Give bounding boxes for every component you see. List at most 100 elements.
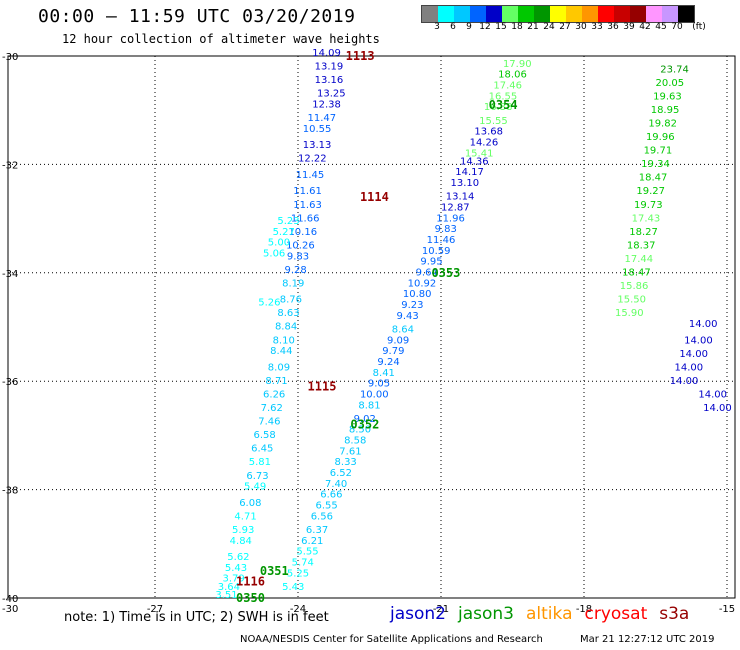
colorbar-label: 27 [559, 22, 571, 32]
jason3-value: 8.33 [335, 457, 357, 468]
jason3-value: 13.14 [446, 192, 475, 203]
cryosat-value: 4.84 [230, 536, 252, 547]
colorbar-swatch [582, 6, 598, 22]
cryosat-value: 6.73 [246, 471, 268, 482]
cryosat-value: 4.71 [234, 511, 256, 522]
jason3-value: 13.10 [451, 178, 480, 189]
x-tick-label: -24 [290, 604, 306, 615]
colorbar-label: 39 [623, 22, 635, 32]
jason3-value: 11.96 [436, 213, 465, 224]
colorbar-swatch [614, 6, 630, 22]
altika-value: 15.90 [615, 308, 644, 319]
colorbar-unit: (ft) [692, 22, 706, 32]
colorbar-label: 30 [575, 22, 587, 32]
legend-altika: altika [526, 604, 573, 624]
jason3-value: 6.21 [301, 536, 323, 547]
time-label: 1116 [236, 575, 265, 589]
x-tick-label: -27 [147, 604, 163, 615]
colorbar-swatch [518, 6, 534, 22]
cryosat-value: 9.83 [287, 251, 309, 262]
jason3-value: 10.00 [360, 389, 389, 400]
jason3-value: 5.74 [292, 557, 314, 568]
altika-value: 19.73 [634, 200, 663, 211]
colorbar-swatch [678, 6, 694, 22]
cryosat-value: 3.64 [218, 582, 240, 593]
colorbar-labels: 3 6 9 12 15 18 21 24 27 30 33 36 39 42 45 70 (ft) [421, 22, 740, 34]
time-label: 1115 [308, 380, 337, 394]
colorbar-swatch [454, 6, 470, 22]
colorbar-label: 12 [479, 22, 491, 32]
colorbar-label: 6 [450, 22, 456, 32]
altika-value: 19.82 [648, 118, 677, 129]
jason3-value: 8.81 [358, 400, 380, 411]
jason3-value: 14.26 [470, 137, 499, 148]
cryosat-value: 13.19 [315, 62, 344, 73]
colorbar-swatch [470, 6, 486, 22]
y-tick-label: -30 [2, 52, 18, 63]
jason3-value: 9.79 [382, 346, 404, 357]
y-tick-label: -34 [2, 269, 18, 280]
cryosat-value: 12.22 [298, 154, 327, 165]
jason3-value: 9.83 [435, 224, 457, 235]
cryosat-value: 6.45 [251, 444, 273, 455]
colorbar-swatch [534, 6, 550, 22]
cryosat-value: 5.43 [225, 563, 247, 574]
colorbar-swatch [422, 6, 438, 22]
jason3-value: 6.66 [320, 490, 342, 501]
cryosat-value: 6.58 [254, 430, 276, 441]
jason3-value: 10.80 [403, 289, 432, 300]
jason3-value: 17.46 [493, 81, 522, 92]
jason3-value: 5.06 [263, 249, 285, 260]
jason3-value: 7.40 [325, 479, 347, 490]
altika-value: 14.00 [679, 349, 708, 360]
jason3-value: 10.59 [422, 246, 451, 257]
cryosat-value: 13.13 [303, 140, 332, 151]
altika-value: 23.74 [660, 64, 689, 75]
jason3-value: 8.64 [392, 324, 414, 335]
time-label: 0350 [236, 591, 265, 605]
cryosat-value: 11.47 [308, 113, 337, 124]
cryosat-value: 12.38 [312, 99, 341, 110]
jason3-value: 5.23 [277, 216, 299, 227]
credit-text: NOAA/NESDIS Center for Satellite Applica… [240, 634, 543, 645]
altika-value: 14.00 [684, 335, 713, 346]
jason3-value: 9.64 [416, 268, 438, 279]
legend-cryosat: cryosat [584, 604, 648, 624]
x-tick-label: -21 [433, 604, 449, 615]
cryosat-value: 10.55 [303, 124, 332, 135]
cryosat-value: 6.26 [263, 389, 285, 400]
colorbar-swatch [566, 6, 582, 22]
altika-value: 20.05 [655, 78, 684, 89]
altika-value: 17.43 [632, 213, 661, 224]
altika-value: 17.44 [624, 254, 653, 265]
jason3-value: 5.43 [282, 582, 304, 593]
colorbar-swatch [630, 6, 646, 22]
x-tick-label: -15 [719, 604, 735, 615]
jason3-value: 9.02 [354, 414, 376, 425]
jason3-value: 6.52 [330, 468, 352, 479]
colorbar-label: 21 [527, 22, 539, 32]
jason3-value: 9.23 [401, 300, 423, 311]
altika-value: 19.34 [641, 159, 670, 170]
jason3-value: 10.92 [408, 278, 437, 289]
cryosat-value: 6.08 [239, 498, 261, 509]
jason3-value: 18.06 [498, 70, 527, 81]
x-tick-label: -18 [576, 604, 592, 615]
jason3-value: 5.27 [273, 227, 295, 238]
colorbar [421, 5, 695, 23]
colorbar-label: 18 [511, 22, 523, 32]
jason3-value: 13.68 [474, 127, 503, 138]
chart-title: 00:00 – 11:59 UTC 03/20/2019 [38, 6, 356, 27]
colorbar-swatch [662, 6, 678, 22]
colorbar-label: 9 [466, 22, 472, 32]
time-label: 1114 [360, 190, 389, 204]
jason3-value: 14.36 [460, 156, 489, 167]
jason3-value: 15.41 [465, 148, 494, 159]
cryosat-value: 11.45 [296, 170, 325, 181]
jason3-value: 9.43 [397, 311, 419, 322]
time-label: 0354 [489, 98, 518, 112]
altika-value: 14.00 [698, 389, 727, 400]
colorbar-swatch [598, 6, 614, 22]
credit-timestamp: Mar 21 12:27:12 UTC 2019 [580, 634, 715, 645]
